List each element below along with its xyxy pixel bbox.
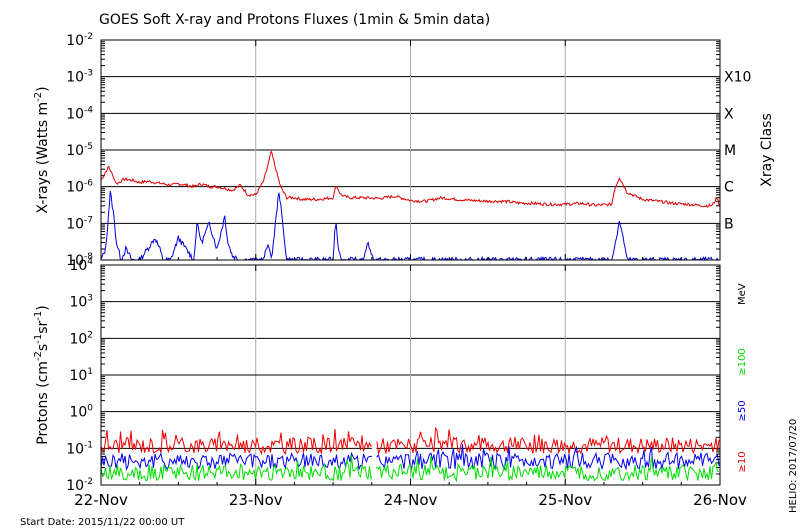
y-tick-label-base: 10 <box>66 143 84 159</box>
y-tick-label-base: 10 <box>66 106 84 122</box>
y-tick-label: 101 <box>69 367 93 384</box>
proton-axis-label-b: s <box>35 344 51 351</box>
y-tick-label-exp: 4 <box>87 257 93 267</box>
y-tick-label-exp: 2 <box>87 330 93 340</box>
chart-title: GOES Soft X-ray and Protons Fluxes (1min… <box>99 12 490 28</box>
x-tick-label: 22-Nov <box>74 491 128 509</box>
xray-class-label: X10 <box>724 70 751 86</box>
y-tick-label-base: 10 <box>69 331 87 347</box>
time-axis: 22-Nov 23-Nov 24-Nov 25-Nov 26-Nov <box>74 40 747 509</box>
y-tick-label-exp: -3 <box>84 69 93 79</box>
y-tick-label: 10-5 <box>66 142 93 159</box>
xray-class-label: X <box>724 106 734 122</box>
y-tick-label-exp: -1 <box>84 440 93 450</box>
y-tick-label: 10-1 <box>66 440 93 457</box>
proton-axis-label-a: Protons (cm <box>35 361 51 445</box>
y-tick-label: 102 <box>69 330 93 347</box>
y-tick-label-exp: -6 <box>84 179 93 189</box>
y-tick-label-base: 10 <box>69 405 87 421</box>
x-tick-label: 26-Nov <box>693 491 747 509</box>
y-tick-label: 10-3 <box>66 69 93 86</box>
y-tick-label: 10-6 <box>66 179 93 196</box>
y-tick-label: 100 <box>69 404 93 421</box>
proton-axis-label-e1: -2 <box>33 351 44 361</box>
xray-class-label: M <box>724 143 736 159</box>
start-date-label: Start Date: 2015/11/22 00:00 UT <box>20 517 185 528</box>
proton-unit-label: MeV <box>737 283 748 305</box>
y-tick-label-base: 10 <box>66 253 84 269</box>
y-tick-label-exp: 0 <box>87 404 93 414</box>
y-tick-label: 104 <box>69 257 93 274</box>
proton-axis-label-e2: -1 <box>33 334 44 344</box>
x-tick-label: 23-Nov <box>229 491 283 509</box>
y-tick-label-base: 10 <box>69 258 87 274</box>
credit-label: HELIO: 2017/07/20 <box>788 419 799 513</box>
y-tick-label: 10-2 <box>66 477 93 494</box>
y-tick-label-base: 10 <box>66 478 84 494</box>
x-tick-label: 24-Nov <box>384 491 438 509</box>
y-tick-label: 10-4 <box>66 105 93 122</box>
proton-series-label: ≥10 <box>737 451 748 472</box>
xray-panel: 10-210-310-410-510-610-710-8X10XMCBXray … <box>33 32 775 269</box>
y-tick-label: 10-7 <box>66 215 93 232</box>
xray-axis-label-exp: -2 <box>33 92 44 102</box>
y-tick-label-exp: -7 <box>84 215 93 225</box>
xray-class-label: B <box>724 216 734 232</box>
xray-axis-label-main: X-rays (Watts m <box>35 102 51 214</box>
y-tick-label-base: 10 <box>69 295 87 311</box>
y-tick-label: 10-8 <box>66 252 93 269</box>
proton-panel: 10410310210110010-110-2MeV≥100≥50≥10Prot… <box>33 257 748 494</box>
xray-axis-label-close: ) <box>35 86 51 91</box>
y-tick-label-base: 10 <box>66 180 84 196</box>
x-tick-label: 25-Nov <box>538 491 592 509</box>
y-tick-label-base: 10 <box>66 441 84 457</box>
y-tick-label-exp: -5 <box>84 142 93 152</box>
proton-p10-line <box>101 426 720 456</box>
xray-axis-label: X-rays (Watts m-2) <box>33 86 51 213</box>
proton-axis-label-c: sr <box>35 320 51 333</box>
xray-class-axis-label: Xray Class <box>759 113 775 187</box>
y-tick-label: 10-2 <box>66 32 93 49</box>
xray-class-label: C <box>724 180 734 196</box>
proton-p100-line <box>101 455 720 483</box>
proton-axis-label-d: ) <box>35 305 51 310</box>
y-tick-label-exp: -8 <box>84 252 93 262</box>
proton-series-label: ≥100 <box>737 348 748 375</box>
proton-p50-line <box>101 444 720 471</box>
data-gap <box>371 425 377 483</box>
y-tick-label-exp: 1 <box>87 367 93 377</box>
y-tick-label-exp: -2 <box>84 477 93 487</box>
xray-long-line <box>101 150 720 208</box>
y-tick-label-base: 10 <box>69 368 87 384</box>
y-tick-label-exp: -4 <box>84 105 93 115</box>
y-tick-label-base: 10 <box>66 216 84 232</box>
proton-series-label: ≥50 <box>737 400 748 421</box>
xray-short-line <box>101 190 720 260</box>
y-tick-label-exp: -2 <box>84 32 93 42</box>
y-tick-label-base: 10 <box>66 70 84 86</box>
proton-axis-label: Protons (cm-2s-1sr-1) <box>33 305 51 444</box>
proton-axis-label-e3: -1 <box>33 311 44 321</box>
y-tick-label-exp: 3 <box>87 294 93 304</box>
y-tick-label: 103 <box>69 294 93 311</box>
y-tick-label-base: 10 <box>66 33 84 49</box>
